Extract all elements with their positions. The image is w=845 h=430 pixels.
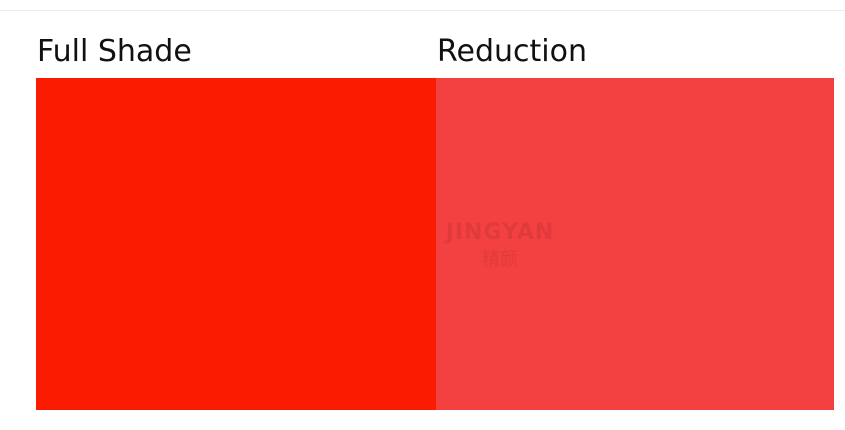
reduction-label: Reduction <box>437 34 587 69</box>
divider <box>0 10 845 11</box>
full-shade-label: Full Shade <box>37 34 192 69</box>
full-shade-swatch <box>36 78 436 410</box>
reduction-swatch <box>436 78 834 410</box>
